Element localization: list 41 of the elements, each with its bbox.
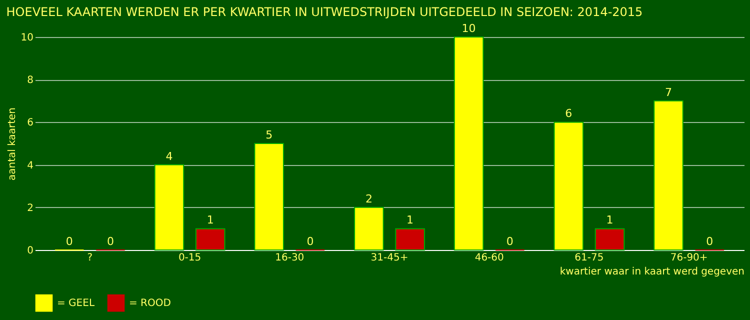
data-label: 5 [266, 128, 273, 142]
x-tick-label: 76-90+ [670, 252, 708, 264]
y-tick-label: 4 [27, 160, 34, 172]
bar [454, 36, 484, 250]
x-axis-title: kwartier waar in kaart werd gegeven [560, 266, 744, 278]
bar [554, 122, 584, 250]
bar [354, 206, 384, 250]
bar [654, 100, 684, 250]
y-tick-label: 8 [27, 75, 34, 86]
x-tick-label: 61-75 [574, 252, 604, 264]
y-tick-label: 2 [27, 202, 34, 214]
data-label: 0 [706, 235, 714, 248]
data-label: 0 [506, 235, 514, 248]
x-tick-label: 46-60 [474, 252, 504, 264]
legend-label: = GEEL [57, 298, 95, 310]
bar [154, 164, 184, 250]
data-label: 2 [365, 192, 372, 206]
x-tick-label: 0-15 [178, 252, 202, 264]
y-tick-label: 10 [20, 32, 34, 44]
data-label: 10 [462, 22, 476, 35]
data-label: 0 [106, 235, 114, 248]
bar [195, 228, 226, 250]
data-label: 4 [166, 150, 173, 163]
bar [254, 143, 284, 250]
data-label: 0 [306, 235, 314, 248]
data-label: 0 [66, 235, 73, 248]
chart-title: HOEVEEL KAARTEN WERDEN ER PER KWARTIER IN UITWEDSTRIJDEN UITGEDEELD IN SEIZOEN: 2014-2015 [6, 5, 643, 19]
legend-label: = ROOD [129, 298, 172, 310]
y-tick-label: 6 [27, 118, 34, 129]
x-tick-label: 31-45+ [370, 252, 408, 264]
bar [594, 228, 625, 250]
bar [395, 228, 425, 250]
y-axis-title: aantal kaarten [6, 108, 18, 180]
data-label: 1 [606, 214, 614, 227]
data-label: 1 [406, 214, 414, 227]
data-label: 1 [206, 214, 214, 227]
data-label: 7 [665, 86, 672, 99]
x-tick-label: 16-30 [275, 252, 304, 264]
x-tick-label: ? [87, 252, 93, 264]
y-tick-label: 0 [27, 246, 34, 256]
data-label: 6 [565, 107, 572, 120]
